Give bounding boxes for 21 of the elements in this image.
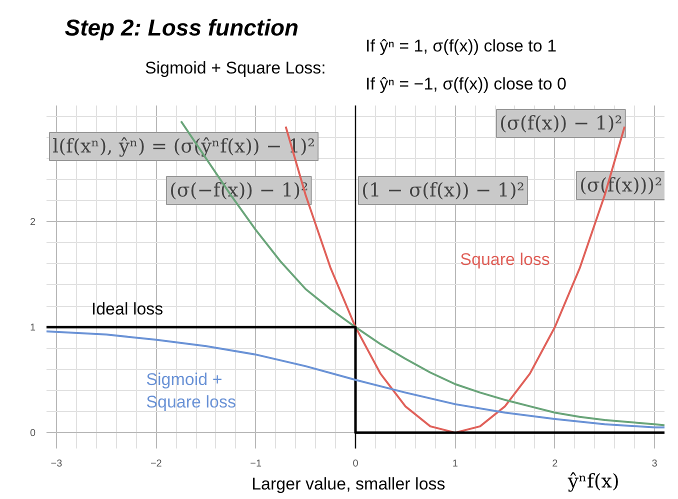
x-tick-label: −2	[150, 458, 162, 470]
series-label: Ideal loss	[91, 300, 164, 319]
x-tick-label: 3	[652, 458, 658, 470]
x-axis-title: ŷⁿf(x)	[566, 470, 620, 492]
annotation: (σ(f(x)) − 1)²	[500, 112, 622, 134]
x-tick-label: −1	[250, 458, 262, 470]
text: Sigmoid + Square Loss:	[144, 58, 326, 78]
chart-title: Step 2: Loss function	[64, 14, 299, 40]
y-tick-label: 1	[30, 322, 36, 334]
text: If ŷⁿ = −1, σ(f(x)) close to 0	[366, 74, 566, 94]
series-label: Sigmoid + Square loss	[146, 370, 236, 412]
series-label: Square loss	[460, 250, 550, 270]
y-tick-label: 0	[30, 428, 36, 440]
text: Larger value, smaller loss	[252, 474, 446, 494]
y-tick-label: 2	[30, 217, 36, 228]
x-tick-label: 2	[552, 458, 558, 470]
x-tick-label: 1	[452, 458, 458, 470]
text: If ŷⁿ = 1, σ(f(x)) close to 1	[366, 36, 557, 56]
x-tick-label: −3	[50, 458, 63, 470]
annotation: (1 − σ(f(x)) − 1)²	[362, 180, 524, 202]
x-tick-label: 0	[352, 458, 359, 470]
